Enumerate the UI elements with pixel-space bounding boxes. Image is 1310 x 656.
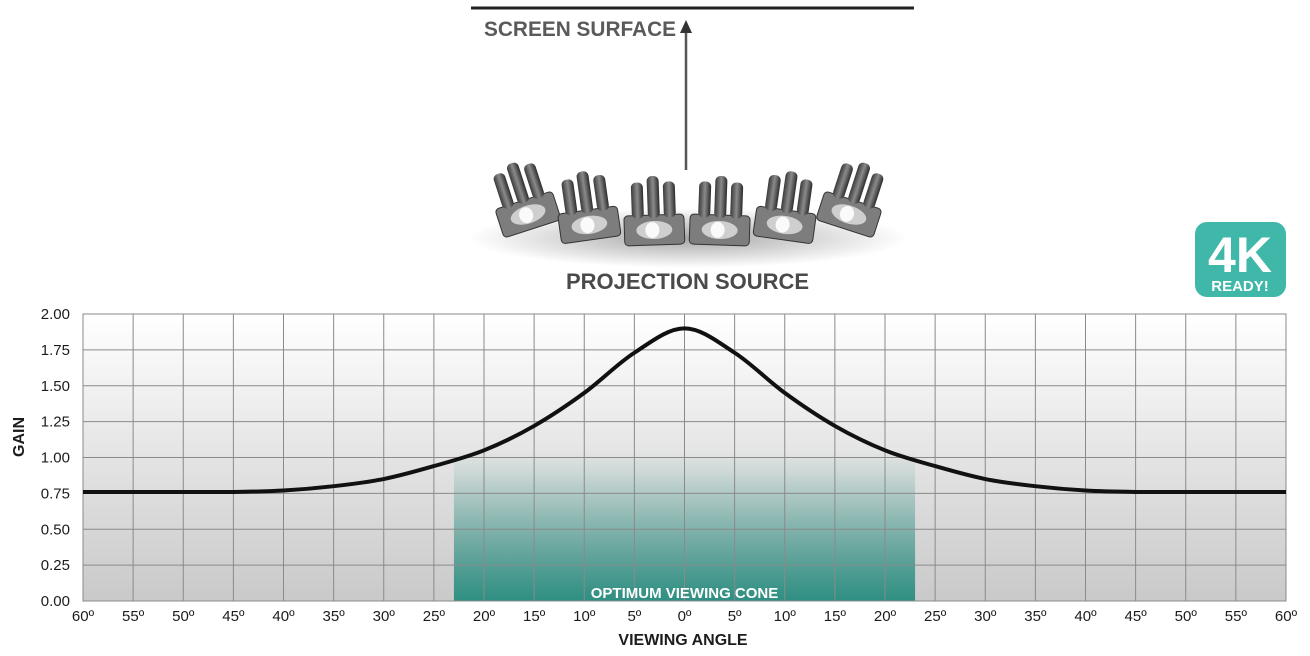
4k-ready-badge: 4K READY!	[1195, 222, 1286, 297]
x-tick-label: 10º	[774, 608, 797, 625]
x-tick-label: 20º	[473, 608, 496, 625]
y-tick-label: 1.00	[41, 450, 70, 467]
screen-surface-label: SCREEN SURFACE	[484, 18, 676, 41]
projector-icon	[493, 162, 561, 238]
optimum-viewing-cone-label: OPTIMUM VIEWING CONE	[591, 585, 779, 602]
grid-lines	[82, 313, 1287, 602]
x-tick-label: 10º	[573, 608, 596, 625]
x-tick-label: 5º	[627, 608, 641, 625]
x-tick-label: 30º	[373, 608, 396, 625]
y-axis-label: GAIN	[11, 417, 28, 457]
y-tick-label: 0.50	[41, 521, 70, 538]
y-tick-label: 2.00	[41, 306, 70, 323]
x-axis-label: VIEWING ANGLE	[618, 632, 748, 649]
y-tick-label: 1.50	[41, 378, 70, 395]
x-tick-label: 20º	[874, 608, 897, 625]
x-tick-label: 35º	[323, 608, 346, 625]
4k-badge-text: 4K	[1208, 227, 1272, 283]
x-tick-label: 50º	[172, 608, 195, 625]
x-tick-label: 45º	[1125, 608, 1148, 625]
x-tick-label: 55º	[1225, 608, 1248, 625]
projection-arrow-head	[680, 20, 692, 33]
y-tick-label: 1.75	[41, 342, 70, 359]
x-tick-label: 50º	[1175, 608, 1198, 625]
x-tick-label: 40º	[272, 608, 295, 625]
projector-icon	[816, 162, 884, 238]
x-tick-label: 60º	[72, 608, 95, 625]
x-tick-label: 35º	[1024, 608, 1047, 625]
x-tick-label: 0º	[678, 608, 692, 625]
4k-badge-background	[1195, 222, 1286, 297]
projector-icon	[688, 175, 751, 247]
y-tick-label: 1.25	[41, 414, 70, 431]
x-tick-label: 55º	[122, 608, 145, 625]
projection-source-label: PROJECTION SOURCE	[566, 269, 809, 294]
x-tick-label: 25º	[924, 608, 947, 625]
x-tick-label: 15º	[824, 608, 847, 625]
projector-array: PROJECTION SOURCE	[468, 162, 908, 294]
x-tick-label: 40º	[1074, 608, 1097, 625]
projector-icon	[623, 175, 686, 247]
x-tick-label: 30º	[974, 608, 997, 625]
x-tick-label: 45º	[222, 608, 245, 625]
screen-surface-diagram: SCREEN SURFACE	[471, 6, 914, 170]
gain-chart: OPTIMUM VIEWING CONE 0.00 0.25 0.50 0.75 1.0…	[11, 306, 1298, 649]
projector-icon	[557, 171, 622, 244]
y-tick-label: 0.75	[41, 485, 70, 502]
y-tick-label: 0.00	[41, 593, 70, 610]
x-tick-label: 25º	[423, 608, 446, 625]
x-tick-label: 60º	[1275, 608, 1298, 625]
y-tick-label: 0.25	[41, 557, 70, 574]
x-axis-ticks: 60º 55º 50º 45º 40º 35º 30º 25º 20º 15º 10º 5º 0º 5º 1…	[72, 608, 1298, 625]
x-tick-label: 15º	[523, 608, 546, 625]
projector-icon	[752, 171, 817, 244]
gain-curve	[83, 326, 1286, 495]
y-axis-ticks: 0.00 0.25 0.50 0.75 1.00 1.25 1.50 1.75 2.00	[41, 306, 70, 610]
x-tick-label: 5º	[728, 608, 742, 625]
4k-badge-subtext: READY!	[1211, 278, 1269, 295]
